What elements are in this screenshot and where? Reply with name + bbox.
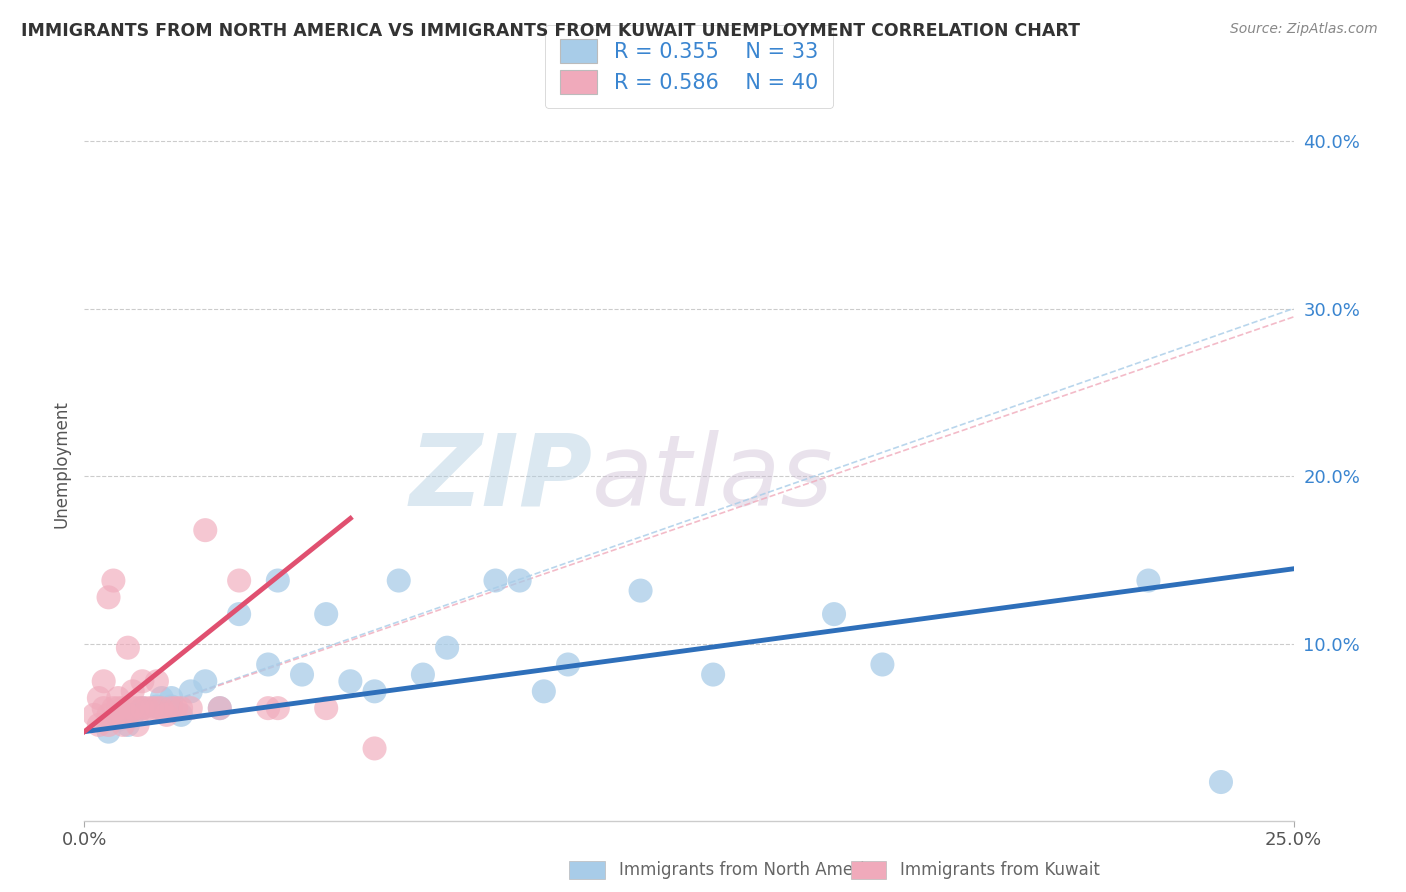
Point bbox=[107, 713, 129, 727]
Point bbox=[315, 607, 337, 621]
Point bbox=[180, 701, 202, 715]
Point bbox=[267, 574, 290, 588]
Point bbox=[150, 701, 173, 715]
Point bbox=[107, 701, 129, 715]
Point bbox=[339, 674, 361, 689]
Point bbox=[155, 707, 177, 722]
Point bbox=[160, 699, 183, 714]
Point bbox=[1137, 574, 1160, 588]
Point bbox=[630, 583, 652, 598]
Point bbox=[1209, 775, 1232, 789]
Point bbox=[87, 691, 110, 706]
Point bbox=[194, 674, 217, 689]
Point bbox=[107, 707, 129, 722]
Point bbox=[315, 701, 337, 715]
Point bbox=[146, 701, 169, 715]
Point bbox=[121, 701, 143, 715]
Point bbox=[533, 684, 555, 698]
Point bbox=[160, 701, 183, 715]
Point bbox=[136, 701, 159, 715]
Point bbox=[702, 667, 724, 681]
Point bbox=[127, 701, 149, 715]
Point bbox=[208, 701, 231, 715]
Text: Immigrants from North America: Immigrants from North America bbox=[619, 861, 883, 879]
Point bbox=[117, 640, 139, 655]
Point bbox=[97, 591, 120, 605]
Point bbox=[484, 574, 506, 588]
Point bbox=[208, 701, 231, 715]
Point bbox=[160, 691, 183, 706]
Point bbox=[557, 657, 579, 672]
Point bbox=[823, 607, 845, 621]
Point bbox=[103, 574, 125, 588]
Point bbox=[117, 707, 139, 722]
Point bbox=[121, 684, 143, 698]
Point bbox=[509, 574, 531, 588]
Point bbox=[194, 523, 217, 537]
Point bbox=[180, 684, 202, 698]
Point bbox=[83, 707, 105, 722]
Text: atlas: atlas bbox=[592, 430, 834, 526]
Point bbox=[107, 691, 129, 706]
Point bbox=[87, 718, 110, 732]
Point bbox=[97, 718, 120, 732]
Point bbox=[150, 691, 173, 706]
Point bbox=[388, 574, 411, 588]
Point bbox=[228, 574, 250, 588]
Point bbox=[146, 699, 169, 714]
Point bbox=[267, 701, 290, 715]
Point bbox=[165, 701, 187, 715]
Text: IMMIGRANTS FROM NORTH AMERICA VS IMMIGRANTS FROM KUWAIT UNEMPLOYMENT CORRELATION: IMMIGRANTS FROM NORTH AMERICA VS IMMIGRA… bbox=[21, 22, 1080, 40]
Point bbox=[141, 701, 163, 715]
Point bbox=[117, 718, 139, 732]
Text: Immigrants from Kuwait: Immigrants from Kuwait bbox=[900, 861, 1099, 879]
Point bbox=[112, 718, 135, 732]
Point bbox=[872, 657, 894, 672]
Text: Source: ZipAtlas.com: Source: ZipAtlas.com bbox=[1230, 22, 1378, 37]
Point bbox=[103, 701, 125, 715]
Point bbox=[412, 667, 434, 681]
Text: ZIP: ZIP bbox=[409, 430, 592, 526]
Point bbox=[363, 741, 385, 756]
Point bbox=[93, 674, 115, 689]
Point bbox=[97, 707, 120, 722]
Point bbox=[257, 657, 280, 672]
Point bbox=[131, 701, 153, 715]
Point bbox=[93, 701, 115, 715]
Point bbox=[112, 701, 135, 715]
Point bbox=[436, 640, 458, 655]
Point bbox=[131, 701, 153, 715]
Point bbox=[363, 684, 385, 698]
Point bbox=[146, 674, 169, 689]
Point bbox=[127, 718, 149, 732]
Point bbox=[131, 674, 153, 689]
Y-axis label: Unemployment: Unemployment bbox=[52, 400, 70, 528]
Point bbox=[228, 607, 250, 621]
Point bbox=[97, 724, 120, 739]
Point bbox=[170, 707, 193, 722]
Point bbox=[291, 667, 314, 681]
Point bbox=[257, 701, 280, 715]
Legend: R = 0.355    N = 33, R = 0.586    N = 40: R = 0.355 N = 33, R = 0.586 N = 40 bbox=[546, 25, 832, 108]
Point bbox=[121, 707, 143, 722]
Point bbox=[170, 701, 193, 715]
